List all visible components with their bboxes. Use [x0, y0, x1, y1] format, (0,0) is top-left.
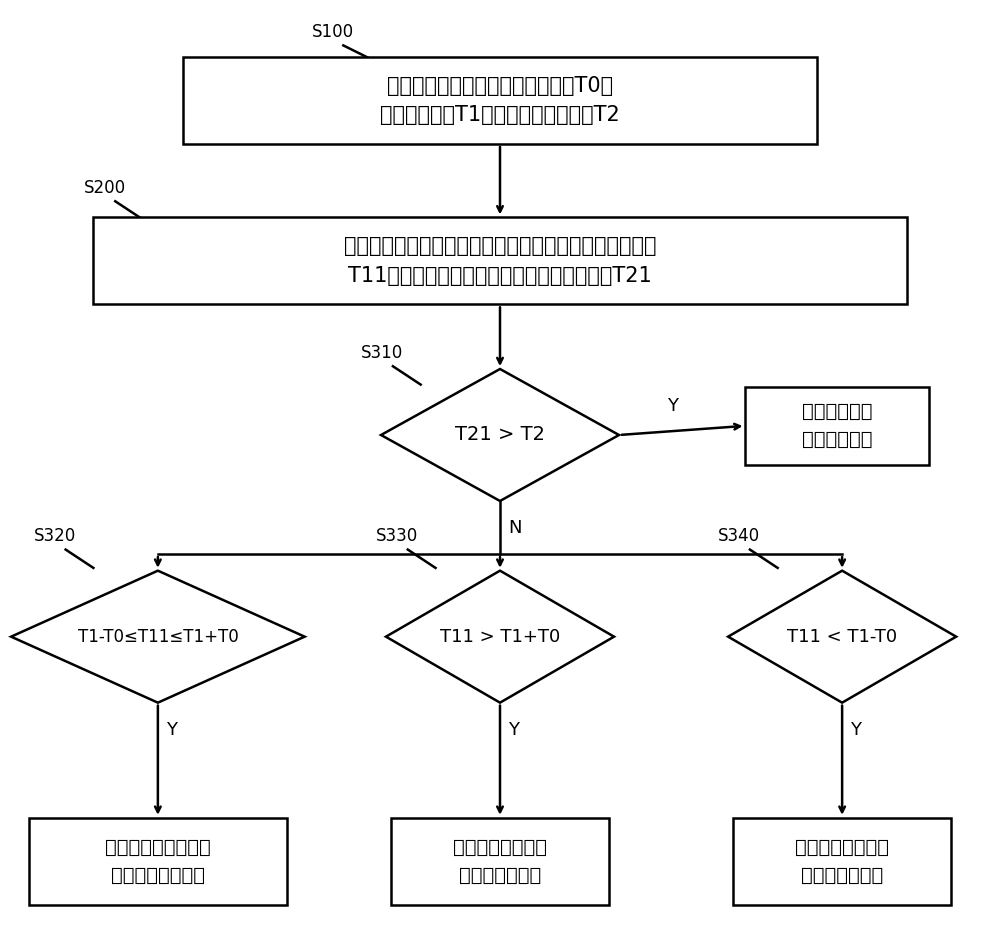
Text: 控制装置获取设定的送风控制精度T0、
设定送风温度T1以及储冰箱设定温度T2: 控制装置获取设定的送风控制精度T0、 设定送风温度T1以及储冰箱设定温度T2 — [380, 76, 620, 125]
Text: 控制装置控制加压水
泵的转速保持不变: 控制装置控制加压水 泵的转速保持不变 — [105, 838, 211, 884]
Bar — [745, 387, 929, 464]
Text: T1-T0≤T11≤T1+T0: T1-T0≤T11≤T1+T0 — [78, 628, 238, 646]
Polygon shape — [381, 369, 619, 501]
Text: Y: Y — [166, 721, 177, 739]
Polygon shape — [386, 571, 614, 703]
Text: S330: S330 — [376, 527, 418, 545]
Text: N: N — [508, 519, 521, 537]
Text: 控制装置输出
排水换冰提示: 控制装置输出 排水换冰提示 — [802, 402, 872, 450]
Bar — [733, 818, 951, 905]
Text: 控制装置实时获取送风温度传感器所反馈的实时送风温度
T11以及水温传感器所反馈的储冰箱实时水温T21: 控制装置实时获取送风温度传感器所反馈的实时送风温度 T11以及水温传感器所反馈的… — [344, 236, 656, 286]
Text: T11 > T1+T0: T11 > T1+T0 — [440, 628, 560, 646]
Bar — [93, 217, 907, 304]
Text: Y: Y — [508, 721, 519, 739]
Text: S320: S320 — [34, 527, 76, 545]
Text: 控制装置控制降低
加压水泵的转速: 控制装置控制降低 加压水泵的转速 — [795, 838, 889, 884]
Text: S200: S200 — [84, 179, 126, 197]
Text: Y: Y — [850, 721, 861, 739]
Text: Y: Y — [667, 397, 678, 414]
Bar — [29, 818, 287, 905]
Polygon shape — [11, 571, 305, 703]
Text: S340: S340 — [718, 527, 760, 545]
Bar — [391, 818, 609, 905]
Text: T11 < T1-T0: T11 < T1-T0 — [787, 628, 897, 646]
Polygon shape — [728, 571, 956, 703]
Text: S310: S310 — [361, 344, 403, 362]
Bar — [183, 56, 817, 144]
Text: S100: S100 — [312, 23, 354, 41]
Text: T21 > T2: T21 > T2 — [455, 426, 545, 445]
Text: 控制装置控制增大
加压水泵的转速: 控制装置控制增大 加压水泵的转速 — [453, 838, 547, 884]
